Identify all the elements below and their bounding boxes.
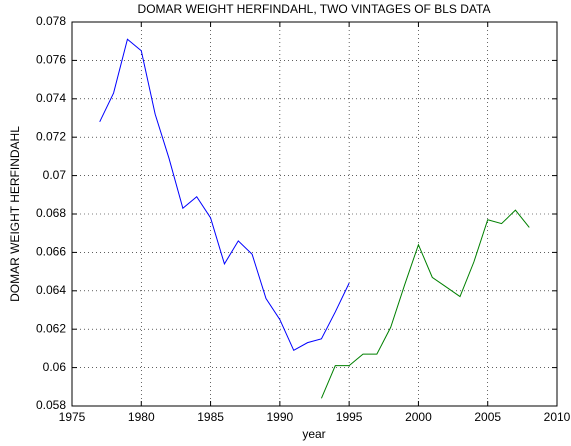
y-tick-label: 0.074	[36, 91, 66, 105]
y-tick-label: 0.068	[36, 206, 66, 220]
y-tick-label: 0.078	[36, 14, 66, 28]
y-axis-label: DOMAR WEIGHT HERFINDAHL	[8, 126, 22, 302]
x-tick-label: 1980	[128, 410, 155, 424]
y-tick-label: 0.062	[36, 321, 66, 335]
data-line	[320, 209, 530, 399]
data-line	[99, 38, 350, 352]
y-tick-label: 0.076	[36, 53, 66, 67]
y-tick-label: 0.058	[36, 398, 66, 412]
y-tick-label: 0.07	[43, 168, 67, 182]
x-axis-label: year	[302, 427, 325, 441]
y-tick-label: 0.072	[36, 129, 66, 143]
chart-title: DOMAR WEIGHT HERFINDAHL, TWO VINTAGES OF…	[138, 2, 491, 16]
x-tick-label: 2005	[474, 410, 501, 424]
y-tick-label: 0.06	[43, 360, 67, 374]
x-tick-label: 2010	[544, 410, 571, 424]
x-tick-label: 1995	[336, 410, 363, 424]
y-tick-label: 0.066	[36, 245, 66, 259]
plot-frame	[71, 21, 558, 407]
x-tick-label: 1985	[197, 410, 224, 424]
x-tick-label: 1975	[59, 410, 86, 424]
y-tick-label: 0.064	[36, 283, 66, 297]
x-tick-label: 1990	[267, 410, 294, 424]
x-tick-label: 2000	[405, 410, 432, 424]
